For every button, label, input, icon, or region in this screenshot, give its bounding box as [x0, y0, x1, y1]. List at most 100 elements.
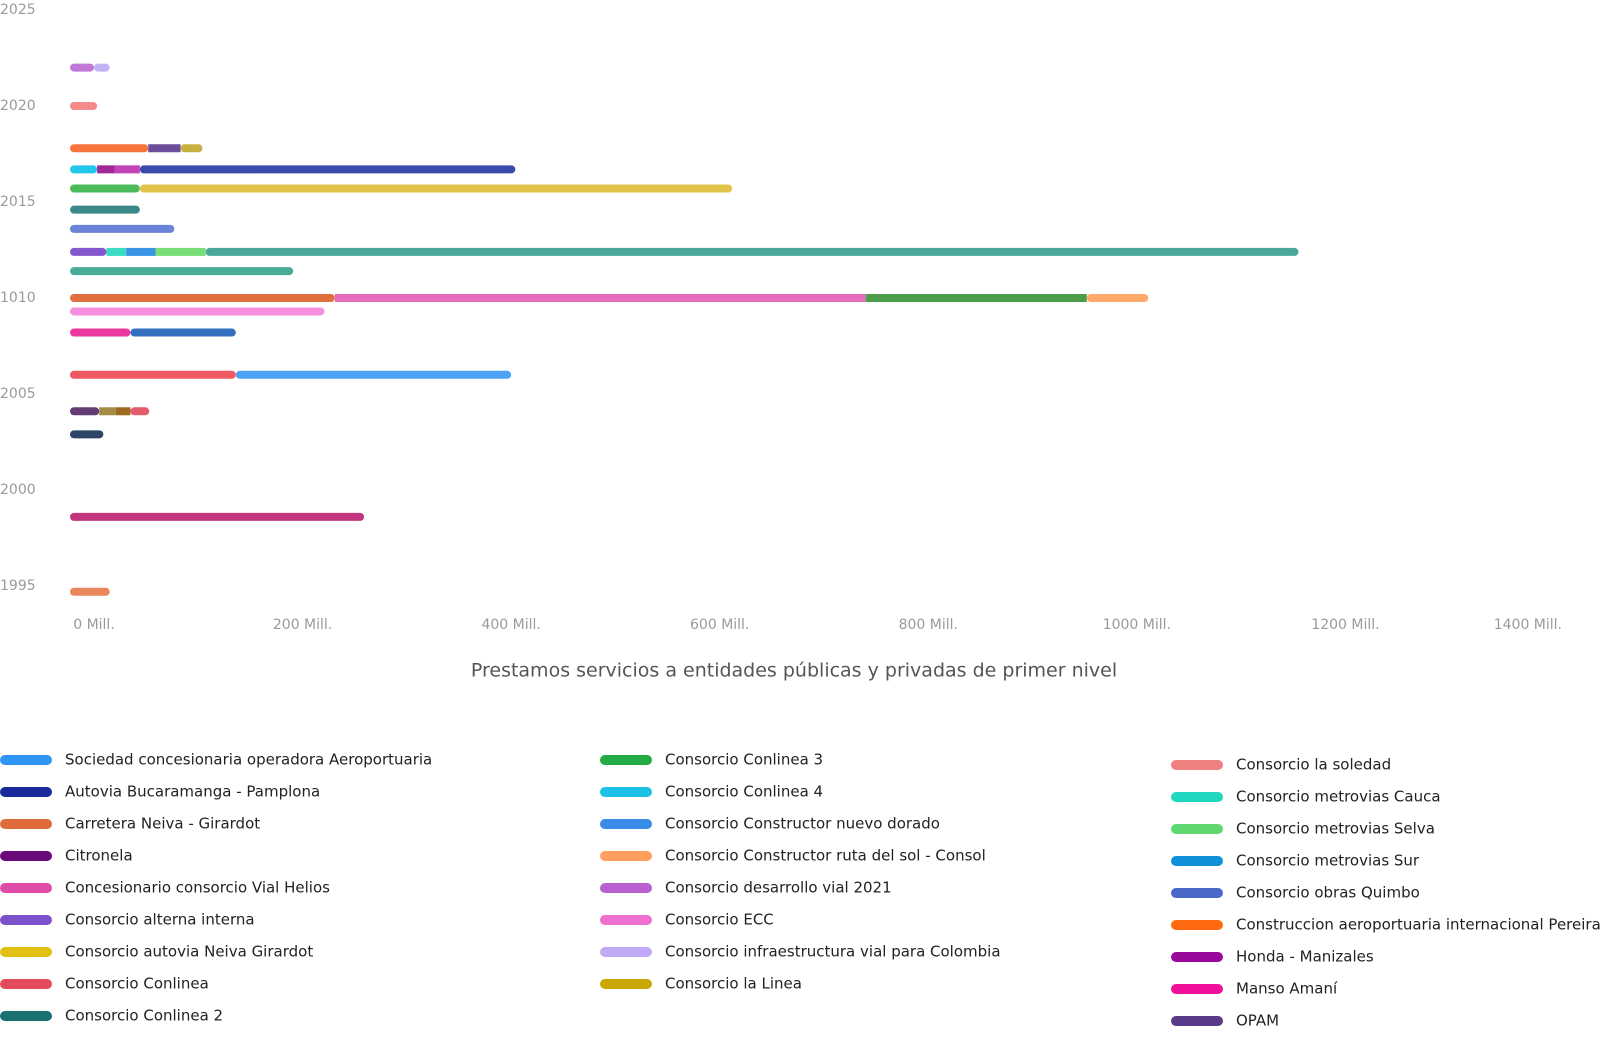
legend-label: Consorcio infraestructura vial para Colo…	[665, 943, 1001, 961]
bar-segment	[70, 430, 104, 439]
legend-swatch	[0, 787, 52, 797]
x-tick-label: 1200 Mill.	[1311, 617, 1379, 633]
x-tick-label: 200 Mill.	[273, 617, 332, 633]
legend-label: Consorcio ECC	[665, 911, 774, 929]
legend-swatch	[1171, 984, 1223, 994]
legend-label: OPAM	[1236, 1012, 1279, 1030]
bar-segment	[70, 328, 131, 337]
legend-label: Autovia Bucaramanga - Pamplona	[65, 783, 320, 801]
bar-segment	[139, 184, 733, 193]
x-tick-label: 1000 Mill.	[1103, 617, 1171, 633]
legend-label: Consorcio Conlinea 4	[665, 783, 823, 801]
legend-label: Consorcio metrovias Sur	[1236, 852, 1420, 870]
legend-label: Citronela	[65, 847, 133, 865]
legend-swatch	[600, 915, 652, 925]
x-tick-label: 800 Mill.	[899, 617, 958, 633]
bar-segment	[148, 144, 181, 153]
legend-label: Consorcio metrovias Selva	[1236, 820, 1435, 838]
bar-segment	[139, 165, 516, 174]
bar-segment	[130, 328, 236, 337]
bar-segment	[70, 267, 294, 276]
bar-segment	[99, 407, 116, 416]
legend-label: Consorcio Conlinea 2	[65, 1007, 223, 1025]
legend-swatch	[600, 755, 652, 765]
bar-segment	[70, 165, 98, 174]
bar-segment	[70, 184, 140, 193]
bar-segment	[93, 63, 110, 72]
y-tick-label: 2015	[0, 194, 36, 210]
bar-segment	[70, 205, 140, 214]
legend-label: Consorcio Conlinea	[65, 975, 209, 993]
bar-segment	[70, 224, 175, 233]
bar-segment	[114, 165, 140, 174]
legend-swatch	[600, 787, 652, 797]
bar-segment	[70, 247, 107, 256]
bar-segment	[70, 294, 335, 302]
legend-swatch	[0, 851, 52, 861]
bar-segment	[70, 63, 94, 72]
legend-label: Consorcio autovia Neiva Girardot	[65, 943, 313, 961]
y-tick-label: 2000	[0, 482, 36, 498]
legend-swatch	[1171, 792, 1223, 802]
bar-segment	[97, 165, 115, 174]
x-tick-label: 0 Mill.	[73, 617, 115, 633]
legend-label: Consorcio desarrollo vial 2021	[665, 879, 892, 897]
legend-swatch	[0, 1011, 52, 1021]
legend-label: Construccion aeroportuaria internacional…	[1236, 916, 1600, 934]
y-tick-label: 2005	[0, 386, 36, 402]
legend-swatch	[600, 819, 652, 829]
legend-swatch	[1171, 888, 1223, 898]
legend-label: Carretera Neiva - Girardot	[65, 815, 260, 833]
bar-segment	[1086, 294, 1149, 302]
legend-swatch	[0, 883, 52, 893]
bar-segment	[70, 144, 149, 153]
legend-label: Consorcio la soledad	[1236, 756, 1391, 774]
legend-swatch	[1171, 1016, 1223, 1026]
y-tick-label: 1010	[0, 290, 36, 306]
bar-segment	[70, 102, 98, 110]
bar-segment	[180, 144, 203, 153]
y-tick-label: 2020	[0, 98, 36, 114]
legend-label: Consorcio metrovias Cauca	[1236, 788, 1441, 806]
legend-label: Consorcio alterna interna	[65, 911, 255, 929]
legend-label: Consorcio la Linea	[665, 975, 802, 993]
legend-label: Honda - Manizales	[1236, 948, 1374, 966]
legend-label: Consorcio Constructor nuevo dorado	[665, 815, 940, 833]
bar-segment	[130, 407, 150, 416]
legend-label: Concesionario consorcio Vial Helios	[65, 879, 330, 897]
bar-segment	[205, 247, 1299, 256]
legend-swatch	[1171, 856, 1223, 866]
legend-swatch	[1171, 760, 1223, 770]
bar-segment	[865, 294, 1087, 302]
legend-swatch	[1171, 824, 1223, 834]
legend-swatch	[1171, 952, 1223, 962]
bar-segment	[70, 512, 365, 521]
legend-swatch	[0, 979, 52, 989]
legend-swatch	[0, 755, 52, 765]
legend-swatch	[0, 819, 52, 829]
bar-segment	[155, 247, 206, 256]
bar-segment	[115, 407, 131, 416]
x-tick-label: 1400 Mill.	[1494, 617, 1562, 633]
bar-segment	[70, 370, 236, 379]
x-tick-label: 400 Mill.	[481, 617, 540, 633]
legend-label: Manso Amaní	[1236, 980, 1338, 998]
legend-label: Consorcio Constructor ruta del sol - Con…	[665, 847, 986, 865]
bar-segment	[70, 587, 110, 596]
legend-swatch	[0, 915, 52, 925]
legend-swatch	[0, 947, 52, 957]
legend-swatch	[600, 851, 652, 861]
bar-segment	[70, 407, 100, 416]
bar-segment	[126, 247, 156, 256]
bar-segment	[235, 370, 512, 379]
bar-segment	[106, 247, 127, 256]
legend-label: Sociedad concesionaria operadora Aeropor…	[65, 751, 432, 769]
bar-segment	[334, 294, 866, 302]
legend-swatch	[600, 883, 652, 893]
x-tick-label: 600 Mill.	[690, 617, 749, 633]
legend-swatch	[600, 979, 652, 989]
legend-swatch	[1171, 920, 1223, 930]
y-tick-label: 1995	[0, 578, 36, 594]
y-tick-label: 2025	[0, 2, 36, 18]
